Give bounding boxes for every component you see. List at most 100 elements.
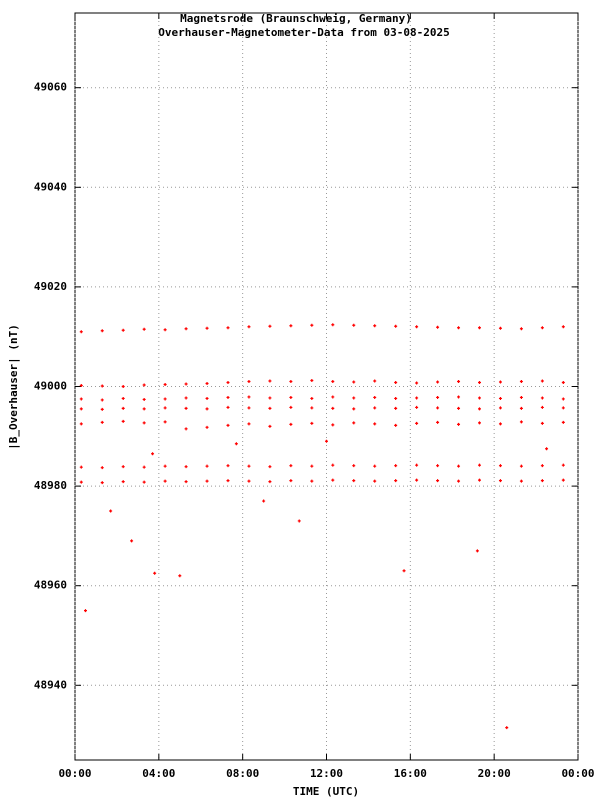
y-axis-label: |B_Overhauser| (nT) [7,324,20,450]
data-point [540,464,544,468]
data-point [331,463,335,467]
y-tick-label: 49060 [34,81,67,94]
data-point [142,480,146,484]
data-point [373,395,377,399]
data-point [142,465,146,469]
data-point [297,519,301,523]
data-point [540,379,544,383]
data-point [540,479,544,483]
data-point [519,420,523,424]
data-point [561,397,565,401]
data-point [352,380,356,384]
data-point [310,396,314,400]
data-point [247,406,251,410]
data-point [163,420,167,424]
data-point [415,421,419,425]
data-point [331,323,335,327]
data-point [100,407,104,411]
data-point [540,396,544,400]
data-point [226,423,230,427]
data-point [477,407,481,411]
data-point [498,380,502,384]
data-point [310,479,314,483]
data-point [498,326,502,330]
data-point [352,464,356,468]
data-point [184,396,188,400]
y-tick-label: 48960 [34,579,67,592]
data-point [247,395,251,399]
data-point [457,395,461,399]
data-point [247,422,251,426]
data-point [289,324,293,328]
data-point [205,407,209,411]
data-point [226,464,230,468]
data-point [163,406,167,410]
data-point [394,479,398,483]
y-tick-label: 48980 [34,479,67,492]
data-point [373,379,377,383]
data-point [205,479,209,483]
data-point [79,422,83,426]
data-point [310,379,314,383]
data-point [184,406,188,410]
data-point [415,381,419,385]
data-point [121,480,125,484]
data-point [247,464,251,468]
data-point [436,464,440,468]
x-tick-label: 00:00 [58,767,91,780]
data-point [519,479,523,483]
data-point [457,464,461,468]
data-point [163,479,167,483]
data-point [415,478,419,482]
data-point [178,574,182,578]
data-point [394,324,398,328]
data-point [331,395,335,399]
data-point [226,381,230,385]
data-point [373,324,377,328]
data-point [262,499,266,503]
data-point [352,396,356,400]
data-point [100,398,104,402]
data-point [457,422,461,426]
data-point [373,406,377,410]
data-point [310,406,314,410]
data-point [352,323,356,327]
data-point [415,396,419,400]
data-point [561,325,565,329]
data-point [289,464,293,468]
data-point [561,463,565,467]
data-point [457,380,461,384]
data-point [226,405,230,409]
data-point [100,384,104,388]
data-point [121,385,125,388]
data-point [436,325,440,329]
data-point [561,478,565,482]
data-point [205,464,209,468]
data-point [268,396,272,400]
data-point [205,326,209,330]
chart-title: Magnetsrode (Braunschweig, Germany) [180,12,412,25]
data-point [394,423,398,427]
data-point [289,395,293,399]
data-point [402,569,406,573]
data-point [394,406,398,410]
data-point [109,509,113,513]
data-point [331,423,335,427]
data-point [184,480,188,484]
data-point [79,480,83,484]
data-point [519,464,523,468]
data-point [436,380,440,384]
x-tick-label: 12:00 [310,767,343,780]
data-point [247,325,251,329]
data-point [142,407,146,411]
data-point [184,382,188,386]
x-tick-label: 20:00 [478,767,511,780]
data-point [289,422,293,426]
data-point [268,406,272,410]
data-point [184,427,188,431]
data-point [477,396,481,400]
data-point [519,406,523,410]
data-point [289,405,293,409]
data-point [100,329,104,333]
data-point [100,481,104,485]
